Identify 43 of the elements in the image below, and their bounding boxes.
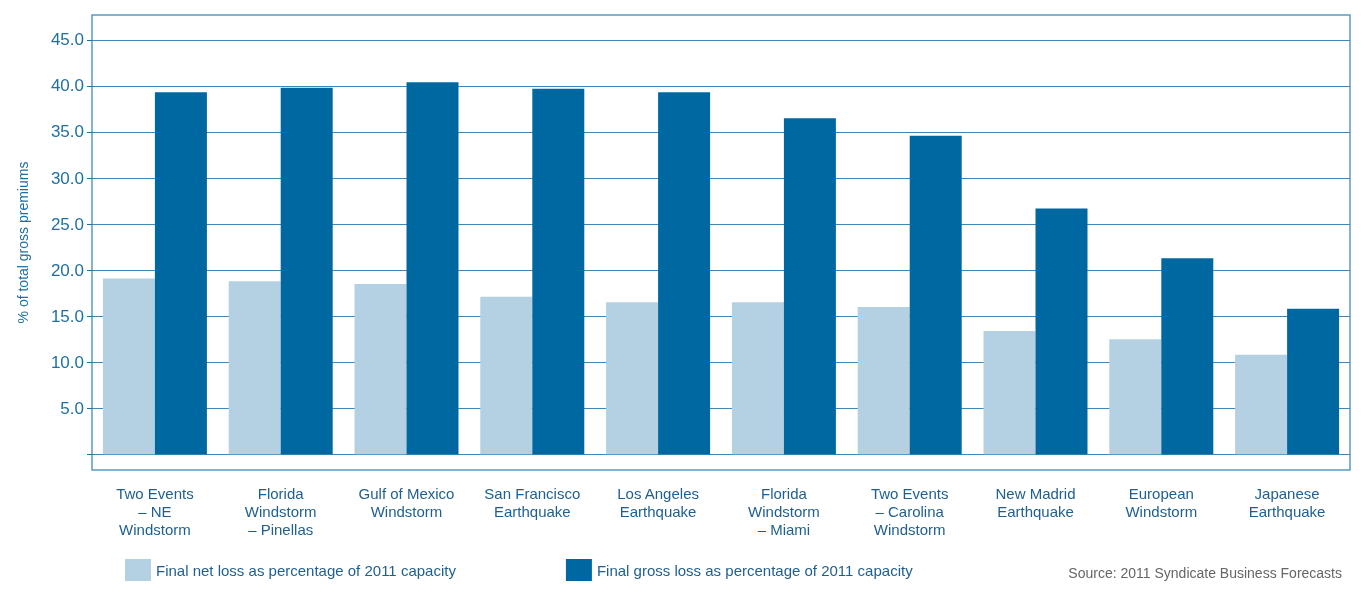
y-tick-label: 5.0 [60, 398, 84, 418]
bar [154, 92, 207, 455]
x-tick-label: Two Events – NE Windstorm [116, 484, 194, 538]
x-tick-label: San Francisco Earthquake [484, 484, 581, 520]
y-tick-label: 10.0 [50, 352, 84, 372]
bar [783, 118, 836, 455]
y-tick-label: 25.0 [50, 214, 84, 234]
legend-label: Final gross loss as percentage of 2011 capacity [596, 561, 914, 579]
bar [606, 302, 659, 455]
source-note: Source: 2011 Syndicate Business Forecasts [1068, 565, 1343, 581]
x-tick-label: Japanese Earthquake [1248, 484, 1326, 520]
bar [983, 330, 1036, 455]
y-tick-label: 35.0 [50, 122, 84, 142]
x-tick-label: European Windstorm [1125, 484, 1198, 520]
bar [909, 135, 962, 455]
x-tick-label: Gulf of Mexico Windstorm [358, 484, 455, 520]
bar [532, 88, 585, 455]
bar [857, 306, 910, 455]
y-tick-label: 30.0 [50, 168, 84, 188]
x-tick-label: Florida Windstorm – Pinellas [244, 484, 317, 538]
bar [102, 278, 155, 455]
y-axis-title: % of total gross premiums [15, 161, 31, 324]
y-tick-label: 20.0 [50, 260, 84, 280]
bar [1161, 258, 1214, 455]
bar [354, 283, 407, 455]
bar [658, 92, 711, 455]
bar [1235, 354, 1288, 455]
x-tick-label: Two Events – Carolina Windstorm [870, 484, 949, 538]
bar [1287, 308, 1340, 455]
bar [480, 296, 533, 455]
bar [1109, 339, 1162, 455]
legend-label: Final net loss as percentage of 2011 capacity [156, 561, 457, 579]
bar [228, 281, 281, 455]
x-tick-label: New Madrid Earthquake [995, 484, 1076, 520]
bar [731, 302, 784, 455]
bar [280, 87, 333, 455]
y-tick-label: 15.0 [50, 306, 84, 326]
y-tick-label: 40.0 [50, 76, 84, 96]
bar [1035, 208, 1088, 455]
x-tick-label: Los Angeles Earthquake [617, 484, 699, 520]
y-tick-label: 45.0 [50, 30, 84, 50]
x-tick-label: Florida Windstorm – Miami [748, 484, 820, 538]
bar [406, 82, 459, 455]
